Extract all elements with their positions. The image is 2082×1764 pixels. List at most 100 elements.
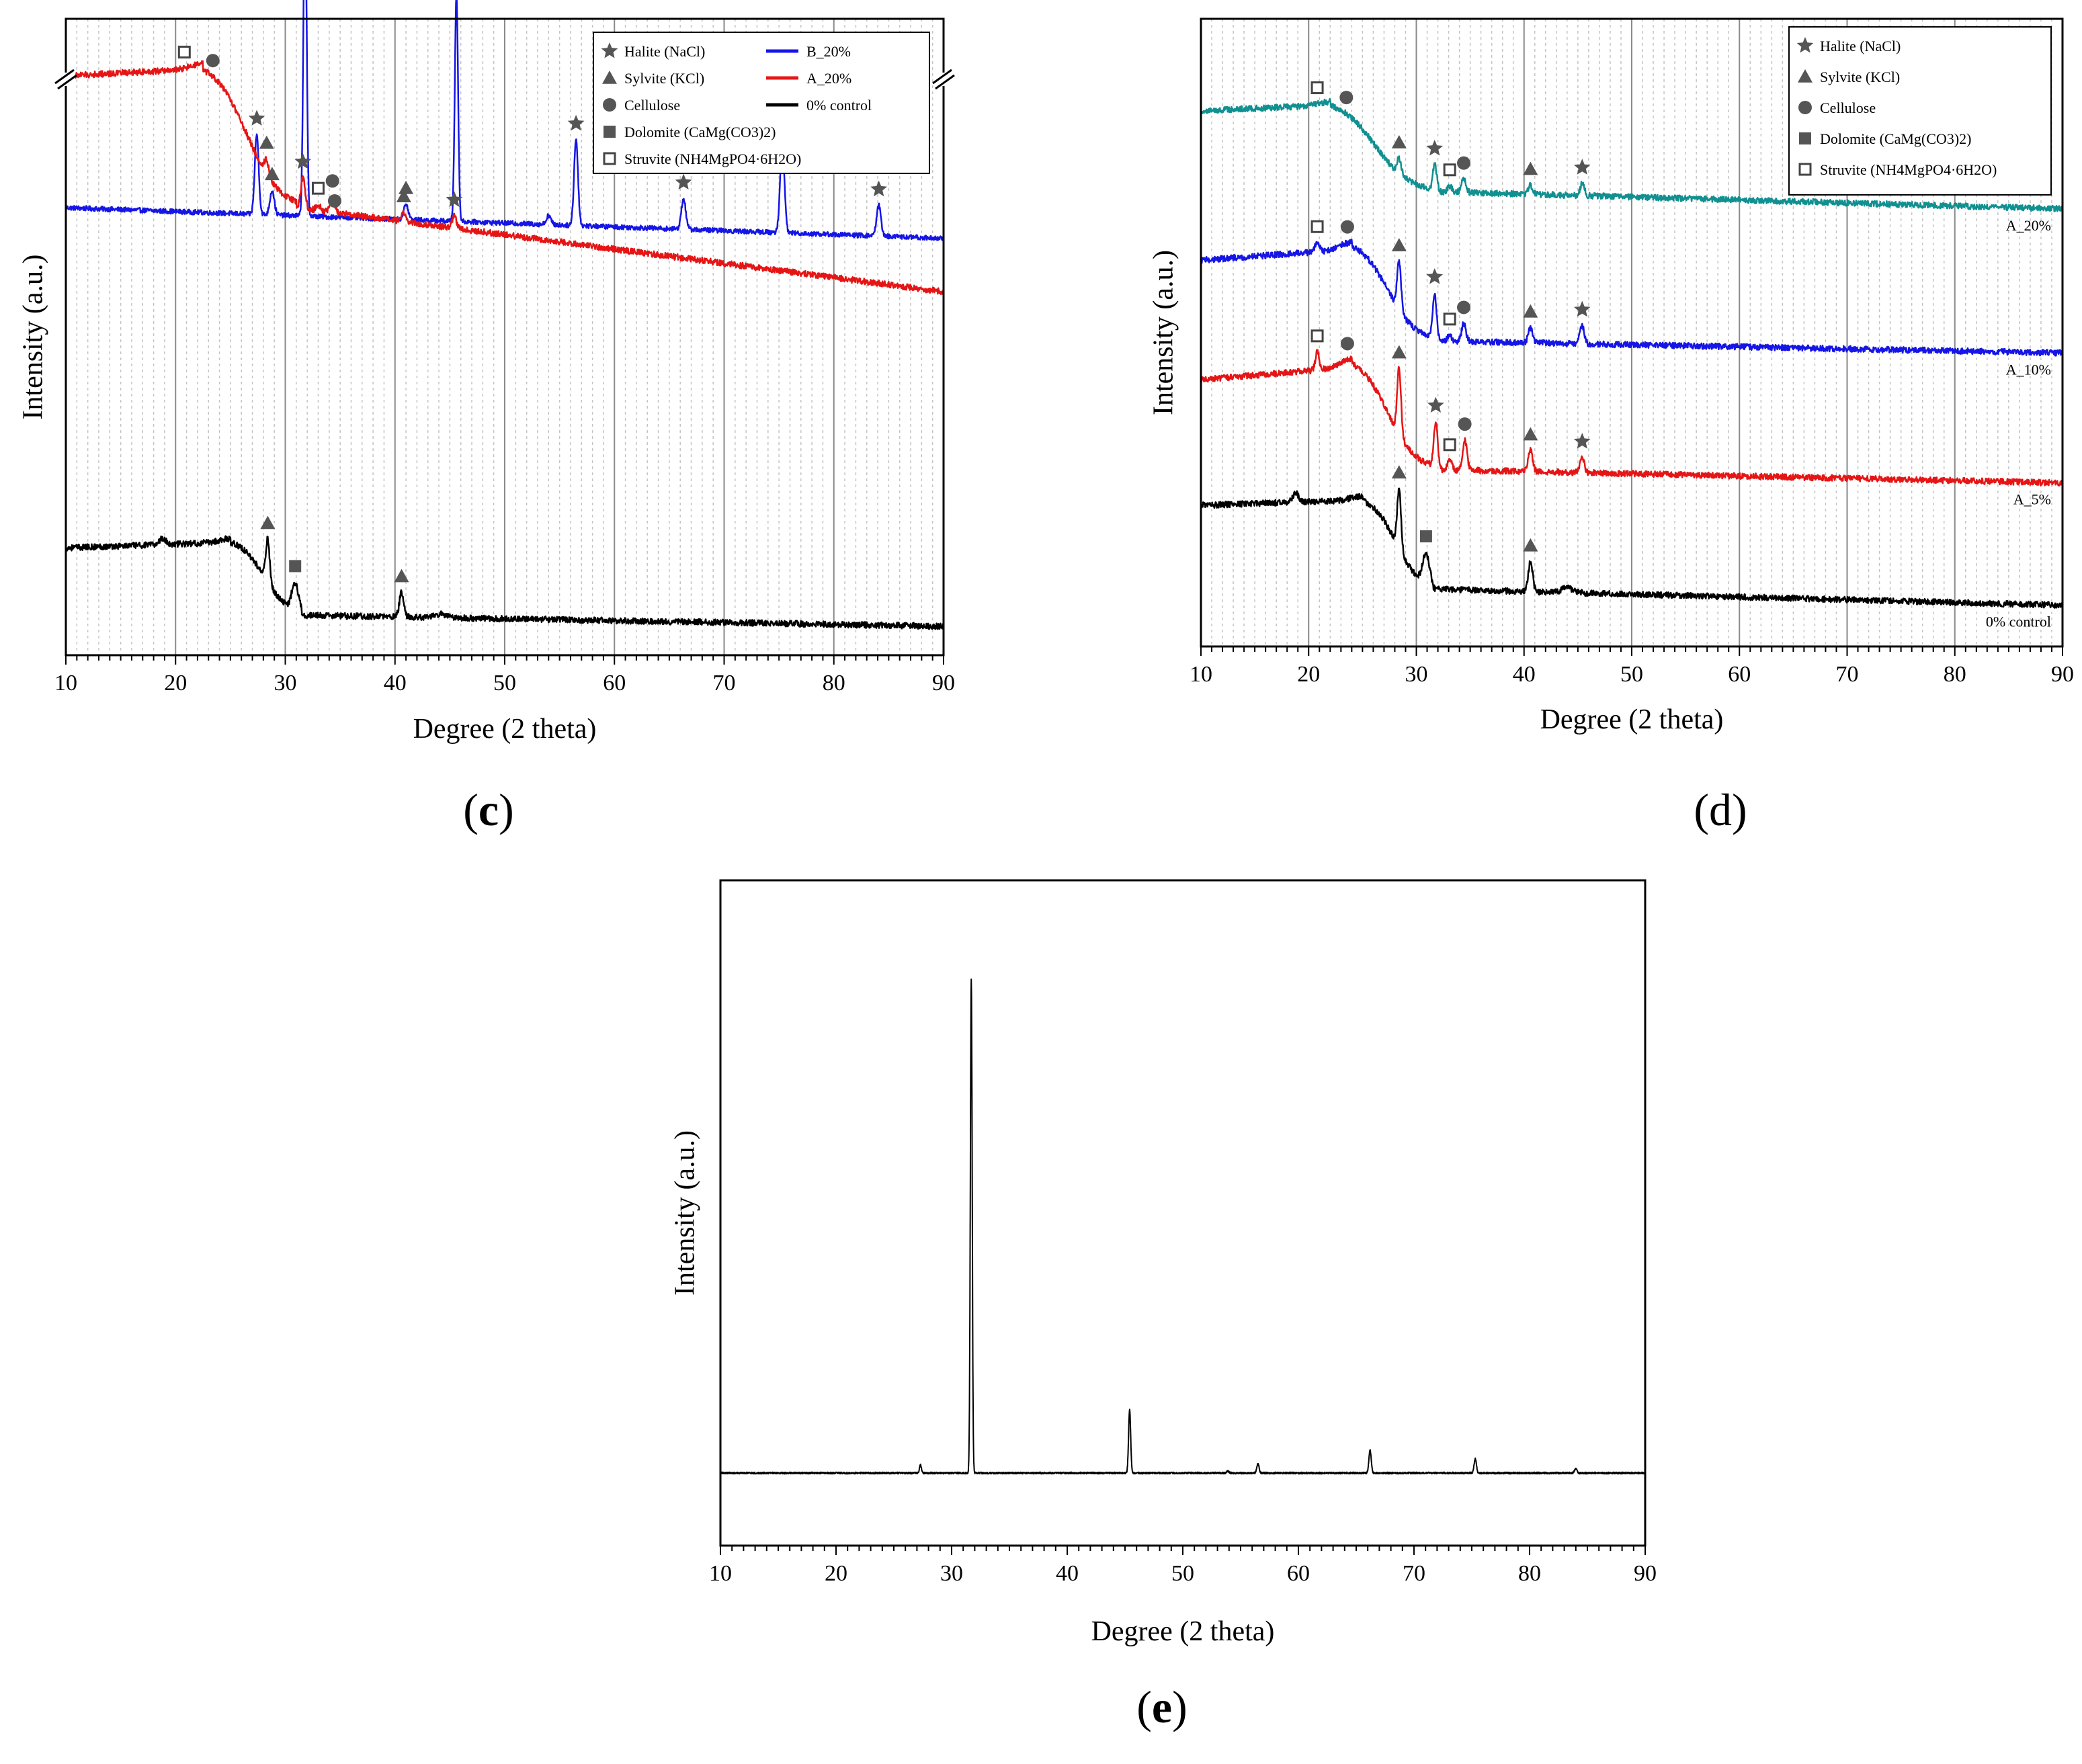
series-label: A_10% (2006, 361, 2051, 378)
triangle-peak-marker (260, 515, 276, 530)
axis-break-mark (932, 69, 952, 85)
panel-d-series-labels: A_20% A_10% A_5% 0% control (1986, 217, 2051, 630)
x-tick-label: 30 (940, 1561, 963, 1586)
x-tick-label: 70 (713, 671, 736, 696)
x-tick-label: 30 (1405, 662, 1428, 687)
legend-entry: Cellulose (1820, 99, 1876, 116)
legend-entry: Struvite (NH4MgPO4·6H2O) (624, 151, 801, 167)
panel-c-series (65, 0, 945, 630)
triangle-peak-marker (399, 180, 414, 194)
panel-e-y-axis-title: Intensity (a.u.) (670, 1130, 701, 1296)
legend-entry: 0% control (806, 97, 872, 114)
circle-peak-marker (206, 54, 220, 68)
axis-break-mark (54, 69, 75, 85)
legend-entry: Dolomite (CaMg(CO3)2) (1820, 130, 1971, 147)
x-tick-label: 50 (1620, 662, 1643, 687)
triangle-peak-marker (1523, 161, 1538, 175)
star-peak-marker (675, 173, 692, 190)
x-tick-label: 50 (493, 671, 516, 696)
panel-d-phase-markers (1310, 81, 1591, 552)
triangle-peak-marker (396, 189, 411, 202)
triangle-peak-marker (1391, 345, 1407, 359)
square-peak-marker (289, 560, 302, 573)
series-label: A_5% (2013, 491, 2051, 508)
x-tick-label: 10 (1190, 662, 1212, 687)
triangle-peak-marker (1523, 427, 1538, 441)
open-square-peak-marker (311, 181, 325, 195)
panel-d-legend: Halite (NaCl) Sylvite (KCl) Cellulose Dolom… (1788, 26, 2052, 196)
x-tick-label: 20 (1297, 662, 1320, 687)
circle-peak-marker (1339, 91, 1354, 105)
triangle-peak-marker (1391, 134, 1407, 149)
x-tick-label: 60 (1728, 662, 1751, 687)
panel-d-series (1200, 97, 2064, 609)
triangle-legend-icon (1798, 69, 1813, 83)
series-line-a-5- (1200, 349, 2064, 487)
open-square-peak-marker (1443, 312, 1456, 326)
panel-e-x-ticks: 10 20 30 40 50 60 70 80 90 (709, 1546, 1657, 1586)
x-tick-label: 40 (384, 671, 407, 696)
open-square-peak-marker (1443, 163, 1456, 177)
legend-entry: Cellulose (624, 97, 680, 114)
triangle-peak-marker (264, 167, 280, 181)
x-tick-label: 80 (1944, 662, 1966, 687)
star-peak-marker (870, 180, 887, 197)
series-line-a-20- (65, 60, 945, 296)
panel-e-series (720, 978, 1646, 1475)
open-square-legend-icon (603, 152, 616, 165)
square-peak-marker (1419, 530, 1432, 543)
x-tick-label: 40 (1513, 662, 1536, 687)
triangle-peak-marker (1391, 465, 1407, 478)
panel-d-y-axis-title: Intensity (a.u.) (1149, 250, 1179, 415)
x-tick-label: 50 (1171, 1561, 1194, 1586)
circle-peak-marker (1458, 417, 1472, 431)
series-line-pattern (720, 978, 1646, 1475)
square-legend-icon (1799, 132, 1811, 144)
legend-entry: Sylvite (KCl) (1820, 69, 1900, 85)
star-peak-marker (1427, 396, 1444, 413)
x-tick-label: 70 (1836, 662, 1859, 687)
circle-peak-marker (1340, 337, 1354, 351)
circle-peak-marker (1340, 220, 1354, 234)
panel-e-label: (e) (1136, 1681, 1188, 1732)
x-tick-label: 40 (1056, 1561, 1079, 1586)
panel-d-chart: 10 20 30 40 50 60 70 80 90 A_20% A_10% A_5% 0% cont… (1149, 17, 2074, 835)
x-tick-label: 80 (1518, 1561, 1541, 1586)
panel-c-label-letter: c (478, 784, 499, 835)
legend-entry: Struvite (NH4MgPO4·6H2O) (1820, 161, 1997, 178)
star-peak-marker (567, 114, 585, 131)
panel-d-label: (d) (1694, 784, 1747, 835)
open-square-peak-marker (1310, 220, 1324, 233)
legend-box (1788, 26, 2052, 196)
open-square-peak-marker (1443, 438, 1456, 452)
panel-d-label-letter: d (1709, 784, 1732, 835)
axis-break-mark (57, 74, 77, 90)
series-line-a-20- (1200, 97, 2064, 212)
x-tick-label: 60 (603, 671, 626, 696)
star-legend-icon (601, 42, 618, 58)
series-line-b-20- (65, 0, 945, 241)
x-tick-label: 60 (1287, 1561, 1310, 1586)
triangle-peak-marker (394, 569, 409, 583)
x-tick-label: 90 (2051, 662, 2074, 687)
triangle-peak-marker (1391, 238, 1407, 252)
x-tick-label: 10 (54, 671, 77, 696)
series-line-0-control (65, 535, 945, 630)
star-peak-marker (1573, 433, 1591, 449)
axis-break-mark (935, 74, 955, 90)
triangle-peak-marker (1523, 538, 1538, 552)
circle-legend-icon (1798, 101, 1812, 114)
star-peak-marker (1426, 268, 1444, 284)
series-line-a-10- (1200, 239, 2064, 357)
panel-c-label: (c) (463, 784, 514, 835)
x-tick-label: 90 (932, 671, 955, 696)
star-peak-marker (1573, 300, 1591, 317)
star-legend-icon (1796, 37, 1814, 53)
panel-c-legend: Halite (NaCl) Sylvite (KCl) Cellulose Dolom… (593, 32, 930, 174)
x-tick-label: 10 (709, 1561, 732, 1586)
circle-peak-marker (1457, 300, 1471, 314)
series-label: 0% control (1986, 614, 2051, 630)
star-peak-marker (294, 153, 311, 169)
axis-break-gap (56, 73, 75, 86)
